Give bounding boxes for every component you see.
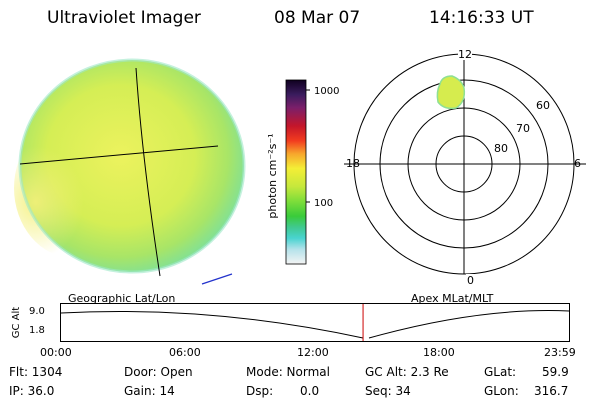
longitude-line [135, 67, 161, 277]
colorbar-gradient [285, 79, 307, 265]
mlat-label-60: 60 [536, 99, 550, 112]
gain-value: Gain: 14 [124, 384, 175, 398]
mlat-label-70: 70 [516, 122, 530, 135]
globe-image [14, 58, 246, 285]
timeline-xtick-label: 00:00 [40, 346, 72, 359]
gc-altitude: GC Alt: 2.3 Re [365, 365, 449, 379]
orbit-track-mark [201, 273, 233, 285]
geographic-image-panel [14, 48, 254, 288]
dsp-value: 0.0 [300, 384, 320, 398]
timeline-xtick-label: 18:00 [423, 346, 455, 359]
timeline-ytick-label: 9.0 [29, 306, 45, 317]
dsp-label: Dsp: [246, 384, 274, 398]
ip-value: IP: 36.0 [9, 384, 55, 398]
flight-number: Flt: 1304 [9, 365, 63, 379]
sequence-number: Seq: 34 [365, 384, 411, 398]
altitude-curve [60, 310, 570, 339]
image-time: 14:16:33 UT [429, 8, 534, 28]
mlt-label-6: 6 [574, 157, 581, 170]
mlt-label-18: 18 [346, 157, 360, 170]
limb-haze [18, 58, 246, 274]
image-date: 08 Mar 07 [274, 8, 361, 28]
glat-value: 59.9 [542, 365, 569, 379]
altitude-timeline [60, 303, 570, 343]
apex-panel-label: Apex MLat/MLT [411, 292, 494, 305]
timeline-xtick-label: 12:00 [297, 346, 329, 359]
glon-label: GLon: [484, 384, 519, 398]
dayside-glow [14, 118, 134, 258]
timeline-axis-label: GC Alt [11, 306, 23, 339]
latitude-line [19, 145, 219, 165]
colorbar-tick-label: 100 [314, 198, 333, 209]
door-status: Door: Open [124, 365, 193, 379]
mlat-label-80: 80 [494, 142, 508, 155]
timeline-axis-label-wrap: GC Alt [9, 303, 23, 343]
instrument-title: Ultraviolet Imager [47, 8, 201, 28]
timeline-frame [60, 303, 570, 342]
timeline-plot [60, 303, 570, 342]
geographic-panel-label: Geographic Lat/Lon [68, 292, 176, 305]
timeline-xtick-label: 06:00 [169, 346, 201, 359]
mode-status: Mode: Normal [246, 365, 330, 379]
mlt-label-0: 0 [467, 274, 474, 286]
polar-plot: 12 18 6 0 60 70 80 [344, 48, 586, 287]
mlt-label-12: 12 [458, 48, 472, 61]
colorbar-panel: photon cm⁻²s⁻¹ 1000 100 [262, 76, 352, 272]
colorbar: photon cm⁻²s⁻¹ 1000 100 [266, 79, 339, 265]
polar-mlt-plot: 12 18 6 0 60 70 80 [338, 46, 592, 287]
colorbar-unit-label: photon cm⁻²s⁻¹ [266, 133, 279, 218]
aurora-blob [436, 75, 466, 110]
glon-value: 316.7 [534, 384, 569, 398]
colorbar-tick-label: 1000 [314, 86, 339, 97]
timeline-ytick-label: 1.8 [29, 325, 45, 336]
timeline-xtick-label: 23:59 [544, 346, 576, 359]
glat-label: GLat: [484, 365, 517, 379]
